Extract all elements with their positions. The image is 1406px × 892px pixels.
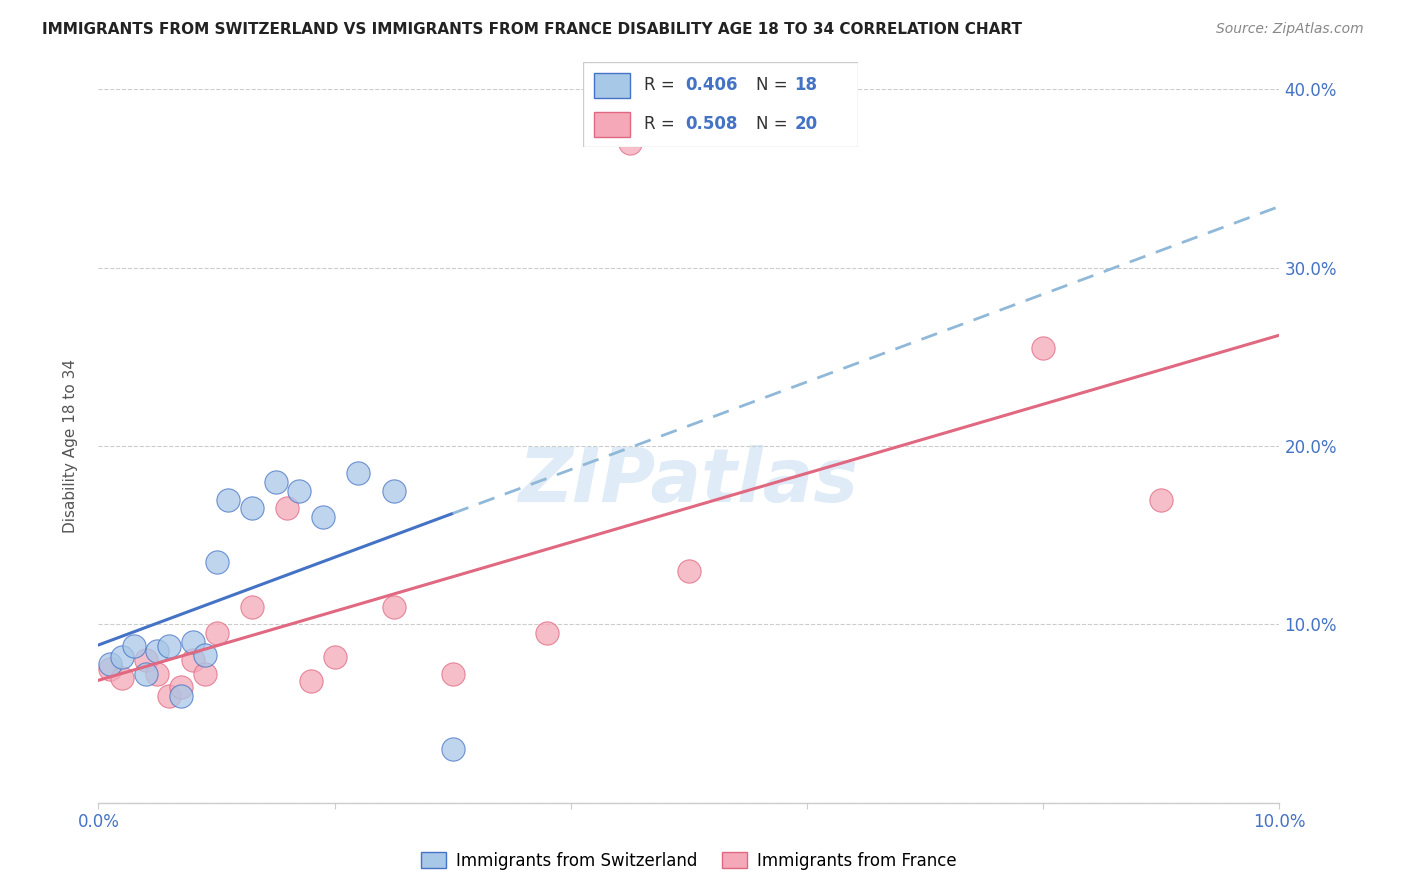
Point xyxy=(264,475,287,489)
Point xyxy=(194,667,217,681)
Point xyxy=(382,599,405,614)
Point xyxy=(240,599,263,614)
Point xyxy=(441,742,464,756)
Point xyxy=(382,483,405,498)
Point xyxy=(170,680,193,694)
Text: Source: ZipAtlas.com: Source: ZipAtlas.com xyxy=(1216,22,1364,37)
Point xyxy=(194,648,217,662)
Point xyxy=(205,626,228,640)
Point xyxy=(157,689,180,703)
Point xyxy=(240,501,263,516)
Text: R =: R = xyxy=(644,77,681,95)
Point xyxy=(347,466,370,480)
Point xyxy=(1150,492,1173,507)
Text: N =: N = xyxy=(756,115,793,133)
Point xyxy=(181,653,204,667)
Point xyxy=(536,626,558,640)
Legend: Immigrants from Switzerland, Immigrants from France: Immigrants from Switzerland, Immigrants … xyxy=(415,846,963,877)
Text: R =: R = xyxy=(644,115,681,133)
Point xyxy=(288,483,311,498)
Point xyxy=(619,136,641,150)
Text: 18: 18 xyxy=(794,77,818,95)
Text: IMMIGRANTS FROM SWITZERLAND VS IMMIGRANTS FROM FRANCE DISABILITY AGE 18 TO 34 CO: IMMIGRANTS FROM SWITZERLAND VS IMMIGRANT… xyxy=(42,22,1022,37)
Text: 0.508: 0.508 xyxy=(685,115,737,133)
Point xyxy=(181,635,204,649)
Point xyxy=(111,649,134,664)
Point xyxy=(157,639,180,653)
Point xyxy=(217,492,239,507)
Point xyxy=(146,644,169,658)
Point xyxy=(678,564,700,578)
Text: ZIPatlas: ZIPatlas xyxy=(519,445,859,518)
FancyBboxPatch shape xyxy=(595,72,630,98)
Point xyxy=(312,510,335,524)
Point xyxy=(276,501,298,516)
Point xyxy=(299,674,322,689)
Text: 20: 20 xyxy=(794,115,818,133)
FancyBboxPatch shape xyxy=(595,112,630,137)
Point xyxy=(98,662,121,676)
Point xyxy=(135,653,157,667)
Point xyxy=(1032,341,1054,355)
Point xyxy=(135,667,157,681)
Point xyxy=(441,667,464,681)
Point xyxy=(122,639,145,653)
Point xyxy=(323,649,346,664)
Text: 0.406: 0.406 xyxy=(685,77,737,95)
Y-axis label: Disability Age 18 to 34: Disability Age 18 to 34 xyxy=(63,359,77,533)
Text: N =: N = xyxy=(756,77,793,95)
FancyBboxPatch shape xyxy=(583,62,858,147)
Point xyxy=(205,555,228,569)
Point xyxy=(111,671,134,685)
Point xyxy=(98,657,121,671)
Point xyxy=(146,667,169,681)
Point xyxy=(170,689,193,703)
